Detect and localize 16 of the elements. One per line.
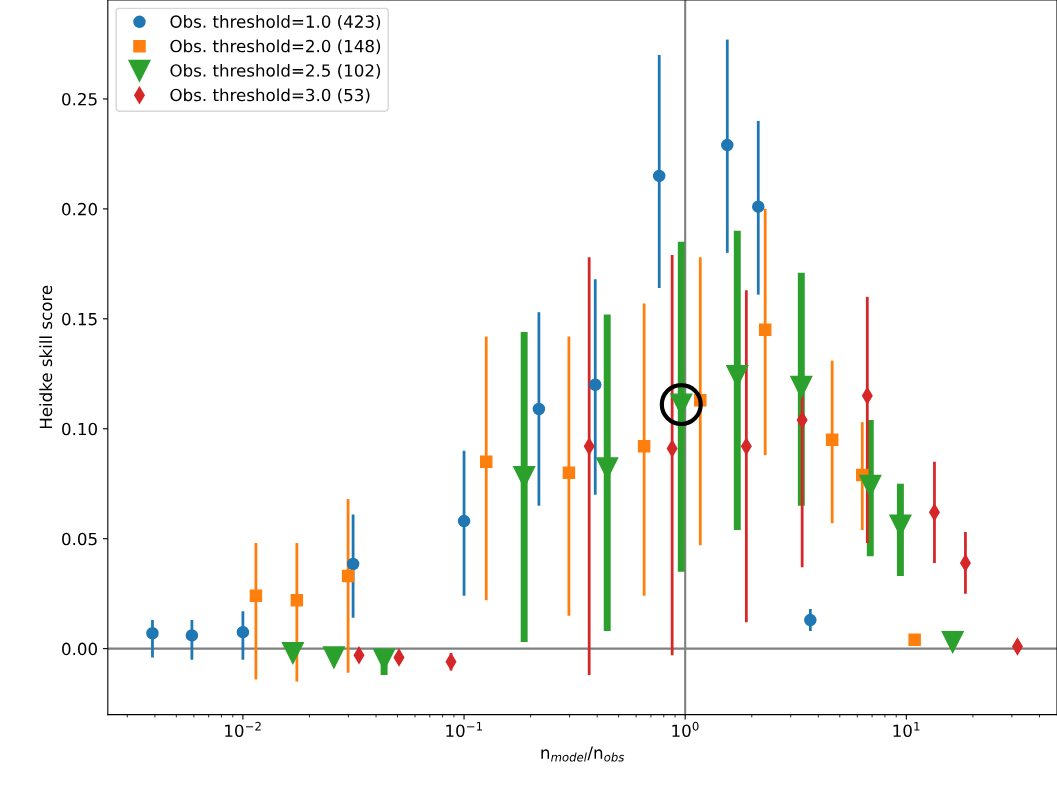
legend-label: Obs. threshold=2.5 (102) [170,63,381,79]
y-tick-label: 0.15 [62,312,97,326]
y-tick-label: 0.10 [62,422,97,436]
y-tick-label: 0.20 [62,202,97,216]
x-tick-label: 10$^{0}$ [672,721,699,738]
x-tick-label: 10$^{−2}$ [225,721,261,738]
y-axis-title: Heidke skill score [39,285,53,429]
legend-label: Obs. threshold=2.0 (148) [170,39,381,55]
x-tick-label: 10$^{1}$ [893,721,920,738]
y-tick-label: 0.05 [62,532,97,546]
x-axis-title: n$_{model}$/n$_{obs}$ [541,746,625,762]
x-tick-label: 10$^{−1}$ [446,721,482,738]
legend-label: Obs. threshold=1.0 (423) [170,15,381,30]
y-tick-label: 0.00 [62,642,97,656]
y-tick-label: 0.25 [62,92,97,106]
legend-label: Obs. threshold=3.0 (53) [170,88,370,104]
